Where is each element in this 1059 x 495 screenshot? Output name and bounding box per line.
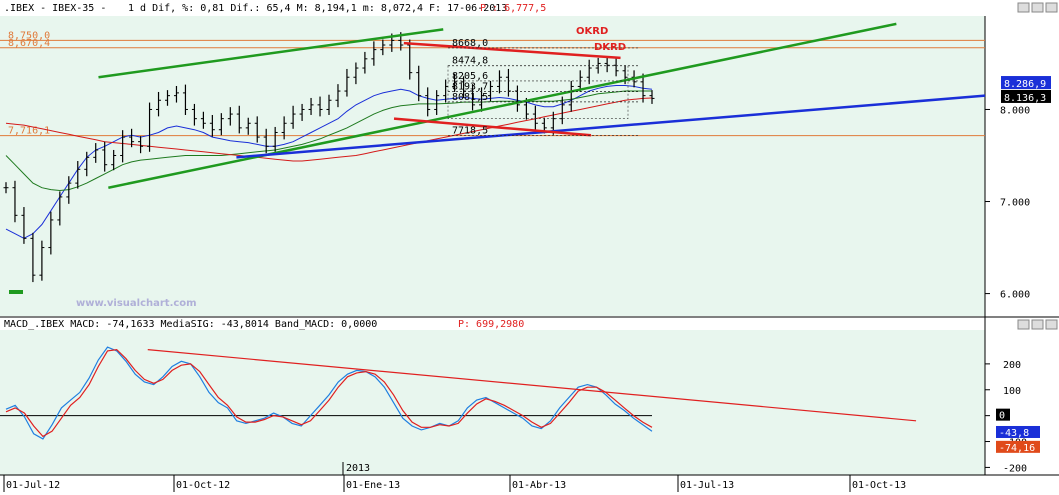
last-price-box <box>1001 89 1051 103</box>
level-label: 7,716,1 <box>8 126 50 137</box>
macd-trendline <box>147 349 917 422</box>
macd-value-box <box>996 425 1040 438</box>
moving-average-long <box>5 97 653 162</box>
annotation-label: 8668,0 <box>452 38 488 49</box>
annotation-label: 8081,5 <box>452 92 488 103</box>
annotation-label: 7718,5 <box>452 125 488 136</box>
watermark: www.visualchart.com <box>76 298 197 309</box>
x-tick-label: 01-Abr-13 <box>512 480 566 491</box>
year-marker: 2013 <box>346 463 370 474</box>
price-panel <box>0 16 985 316</box>
trendline-support <box>236 94 986 159</box>
y-tick-label: 6.000 <box>1000 290 1030 301</box>
x-tick-label: 01-Jul-13 <box>680 480 734 491</box>
macd-value-label: 0 <box>999 411 1005 422</box>
last-price-label: 8.136,3 <box>1004 93 1046 104</box>
axis-layer: 6.0007.0008.0008.286,98.136,32001000-100… <box>3 76 1051 492</box>
trendline-resistance-bottom <box>393 117 592 137</box>
macd-value-label: -43,8 <box>999 428 1029 439</box>
annotation-label: 8205,6 <box>452 71 488 82</box>
x-tick-label: 01-Jul-12 <box>6 480 60 491</box>
trendline-channel-upper <box>98 28 444 79</box>
price-layer: 8,750,08,670,47,716,18668,08474,88205,68… <box>0 22 986 294</box>
window-controls[interactable] <box>1017 2 1058 330</box>
moving-average-short <box>5 85 653 239</box>
y-tick-label: 8.000 <box>1000 105 1030 116</box>
pattern-label: DKRD <box>594 42 626 53</box>
macd-panel <box>0 330 985 475</box>
level-label: 8,750,0 <box>8 30 50 41</box>
x-tick-label: 01-Oct-12 <box>176 480 230 491</box>
pattern-label: OKRD <box>576 26 608 37</box>
macd-zoom-icon[interactable] <box>1017 319 1030 330</box>
macd-value-label: -74,16 <box>999 443 1035 454</box>
zoom-icon[interactable] <box>1017 2 1030 13</box>
macd-maximize-icon[interactable] <box>1031 319 1044 330</box>
header-p-label: P : 6,777,5 <box>480 3 546 14</box>
last-price-label: 8.286,9 <box>1004 79 1046 90</box>
macd-header: MACD_.IBEX MACD: -74,1633 MediaSIG: -43,… <box>4 319 377 330</box>
macd-y-tick-label: 200 <box>1003 360 1021 371</box>
macd-value-box <box>996 408 1010 421</box>
maximize-icon[interactable] <box>1031 2 1044 13</box>
header-details: 1 d Dif, %: 0,81 Dif.: 65,4 M: 8,194,1 m… <box>128 3 507 14</box>
close-icon[interactable] <box>1045 2 1058 13</box>
trendline-channel-lower <box>108 22 897 189</box>
annotation-label: 8474,8 <box>452 56 488 67</box>
macd-value-box <box>996 440 1040 453</box>
trendline-resistance-top <box>403 41 621 60</box>
y-tick-label: 7.000 <box>1000 198 1030 209</box>
header-symbol: .IBEX - IBEX-35 - <box>4 3 106 14</box>
macd-p-label: P: 699,2980 <box>458 319 524 330</box>
x-tick-label: 01-Ene-13 <box>346 480 400 491</box>
macd-y-tick-label: 100 <box>1003 386 1021 397</box>
legend-marker <box>9 290 23 294</box>
annotation-label: 8193,7 <box>452 82 488 93</box>
macd-layer <box>0 346 917 440</box>
price-axis-panel <box>985 16 1059 316</box>
level-label: 8,670,4 <box>8 38 50 49</box>
last-price-box <box>1001 76 1051 90</box>
macd-y-tick-label: -200 <box>1003 463 1027 474</box>
macd-series-MediaSIG <box>5 348 653 438</box>
macd-close-icon[interactable] <box>1045 319 1058 330</box>
annotation-box <box>447 65 629 119</box>
x-tick-label: 01-Oct-13 <box>852 480 906 491</box>
